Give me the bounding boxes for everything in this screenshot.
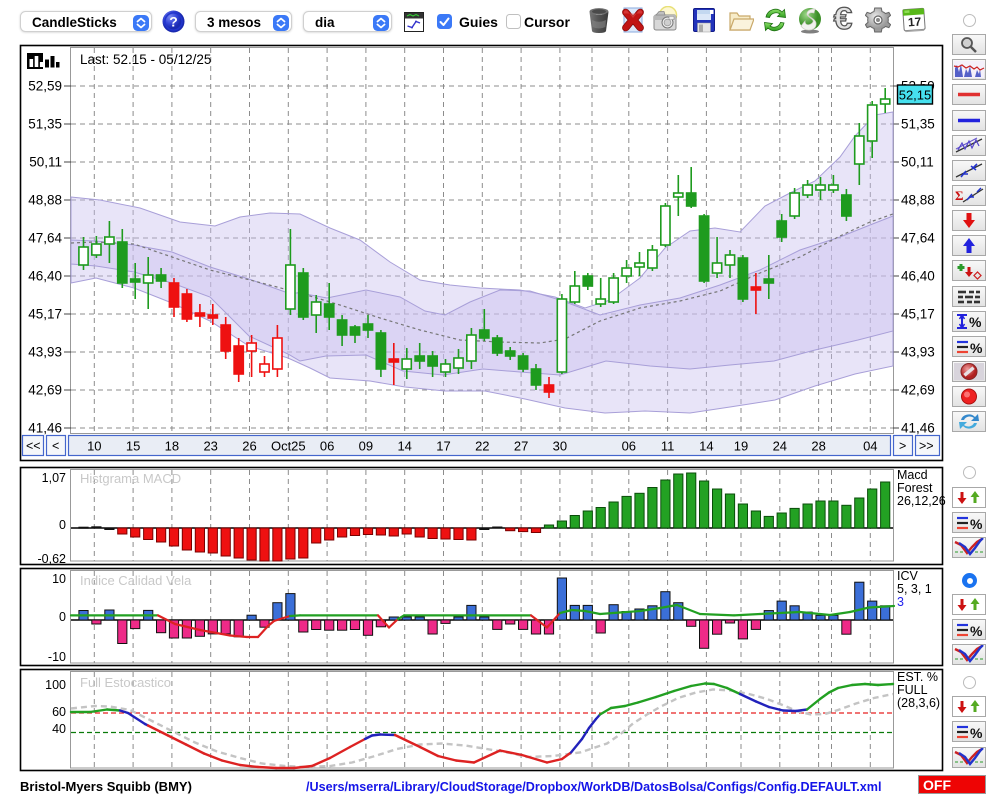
svg-text:60: 60 xyxy=(52,705,66,719)
svg-text:Oct25: Oct25 xyxy=(271,439,306,454)
svg-text:3: 3 xyxy=(897,595,904,609)
svg-text:%: % xyxy=(970,516,983,532)
svg-text:41,46: 41,46 xyxy=(28,421,62,436)
svg-text:15: 15 xyxy=(126,439,140,454)
svg-text:45,17: 45,17 xyxy=(901,307,935,322)
svg-text:>: > xyxy=(899,439,906,453)
svg-text:40: 40 xyxy=(52,722,66,736)
svg-text:06: 06 xyxy=(320,439,334,454)
svg-text:18: 18 xyxy=(165,439,179,454)
svg-text:Forest: Forest xyxy=(897,481,933,495)
svg-text:09: 09 xyxy=(359,439,373,454)
svg-text:Full Estocastico: Full Estocastico xyxy=(80,675,171,690)
svg-text:10: 10 xyxy=(52,572,66,586)
svg-text:42,69: 42,69 xyxy=(28,383,62,398)
svg-text:Σ: Σ xyxy=(955,188,964,203)
svg-text:50,11: 50,11 xyxy=(29,155,62,170)
svg-text:04: 04 xyxy=(863,439,877,454)
svg-text:46,40: 46,40 xyxy=(901,269,935,284)
svg-text:48,88: 48,88 xyxy=(28,193,62,208)
svg-text:22: 22 xyxy=(475,439,489,454)
svg-text:100: 100 xyxy=(45,678,66,692)
svg-text:24: 24 xyxy=(773,439,787,454)
svg-text:<: < xyxy=(52,439,59,453)
svg-text:42,69: 42,69 xyxy=(901,383,935,398)
svg-text:26,12,26: 26,12,26 xyxy=(897,494,946,508)
svg-text:1,07: 1,07 xyxy=(42,471,66,485)
svg-text:51,35: 51,35 xyxy=(901,117,935,132)
svg-text:FULL: FULL xyxy=(897,683,928,697)
svg-text:11: 11 xyxy=(661,439,675,454)
svg-text:51,35: 51,35 xyxy=(28,117,62,132)
svg-text:23: 23 xyxy=(203,439,217,454)
svg-text:19: 19 xyxy=(734,439,748,454)
svg-text:28: 28 xyxy=(811,439,825,454)
svg-text:06: 06 xyxy=(622,439,636,454)
svg-text:47,64: 47,64 xyxy=(28,231,62,246)
svg-text:17: 17 xyxy=(436,439,450,454)
svg-text:50,11: 50,11 xyxy=(901,155,934,170)
svg-text:-10: -10 xyxy=(48,650,66,664)
svg-text:%: % xyxy=(970,623,983,639)
svg-text:Histgrama MACD: Histgrama MACD xyxy=(80,471,181,486)
svg-text:27: 27 xyxy=(514,439,528,454)
svg-text:46,40: 46,40 xyxy=(28,269,62,284)
svg-text:26: 26 xyxy=(242,439,256,454)
svg-text:47,64: 47,64 xyxy=(901,231,935,246)
svg-text:43,93: 43,93 xyxy=(901,345,935,360)
svg-text:10: 10 xyxy=(87,439,101,454)
svg-text:>>: >> xyxy=(919,439,934,453)
svg-text:€: € xyxy=(834,6,853,34)
svg-text:43,93: 43,93 xyxy=(28,345,62,360)
svg-text:Indice Calidad Vela: Indice Calidad Vela xyxy=(80,573,192,588)
svg-text:30: 30 xyxy=(553,439,567,454)
svg-text:45,17: 45,17 xyxy=(28,307,62,322)
svg-text:0: 0 xyxy=(59,610,66,624)
svg-text:48,88: 48,88 xyxy=(901,193,935,208)
svg-text:17: 17 xyxy=(907,14,922,29)
svg-text:Last: 52.15 - 05/12/25: Last: 52.15 - 05/12/25 xyxy=(80,52,211,67)
svg-text:%: % xyxy=(970,725,983,741)
svg-text:41,46: 41,46 xyxy=(901,421,935,436)
svg-text:14: 14 xyxy=(699,439,713,454)
svg-text:%: % xyxy=(969,314,982,330)
svg-text:52,59: 52,59 xyxy=(28,79,62,94)
svg-text:Macd: Macd xyxy=(897,468,928,482)
svg-text:%: % xyxy=(970,340,983,356)
svg-text:-0,62: -0,62 xyxy=(38,552,67,566)
svg-text:14: 14 xyxy=(397,439,411,454)
svg-text:0: 0 xyxy=(59,518,66,532)
svg-text:<<: << xyxy=(26,439,41,453)
svg-text:52,15: 52,15 xyxy=(899,88,932,103)
svg-text:EST. %: EST. % xyxy=(897,670,938,684)
svg-text:?: ? xyxy=(169,14,178,30)
svg-text:ICV: ICV xyxy=(897,569,919,583)
svg-text:(28,3,6): (28,3,6) xyxy=(897,696,940,710)
svg-text:5, 3, 1: 5, 3, 1 xyxy=(897,582,932,596)
